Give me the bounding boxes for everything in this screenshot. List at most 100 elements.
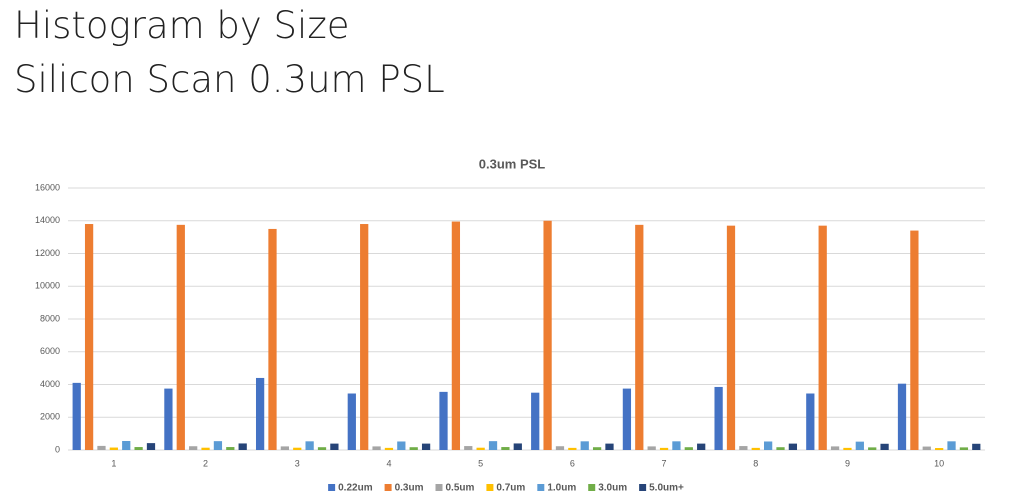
bar <box>134 447 143 450</box>
bar <box>305 441 314 450</box>
bar <box>421 443 431 450</box>
bar <box>201 447 210 450</box>
y-tick-label: 14000 <box>35 215 60 225</box>
bar <box>647 446 656 450</box>
x-tick-label: 4 <box>386 458 391 468</box>
bar <box>409 447 418 450</box>
bar <box>751 447 760 450</box>
bar <box>897 383 907 450</box>
y-tick-label: 4000 <box>40 379 60 389</box>
bar <box>714 386 723 450</box>
x-tick-label: 3 <box>295 458 300 468</box>
x-tick-label: 2 <box>203 458 208 468</box>
bar <box>84 224 94 450</box>
legend-label: 0.5um <box>446 483 475 494</box>
bar <box>843 447 852 450</box>
legend-swatch <box>384 484 392 491</box>
legend-label: 1.0um <box>547 483 576 494</box>
bar <box>531 392 540 450</box>
legend-swatch <box>486 484 494 491</box>
bar <box>146 443 156 450</box>
legend-label: 0.22um <box>338 483 373 494</box>
bar <box>501 447 510 450</box>
bar <box>372 446 381 450</box>
x-tick-label: 6 <box>570 458 575 468</box>
bar <box>72 382 81 450</box>
bar <box>776 447 785 450</box>
x-tick-label: 5 <box>478 458 483 468</box>
legend-swatch <box>588 484 596 491</box>
bar <box>580 441 589 450</box>
bar <box>555 446 565 450</box>
bar <box>330 443 339 450</box>
bar <box>818 225 827 450</box>
legend-label: 5.0um+ <box>649 483 684 494</box>
x-tick-label: 1 <box>111 458 116 468</box>
bar <box>635 224 644 450</box>
bar <box>176 224 185 450</box>
bar <box>788 443 798 450</box>
legend-label: 0.7um <box>496 483 525 494</box>
bar <box>622 388 632 450</box>
bar <box>922 446 931 450</box>
bar <box>513 443 522 450</box>
bar <box>109 447 118 450</box>
bar <box>972 443 981 450</box>
legend-label: 3.0um <box>598 483 627 494</box>
bar <box>659 447 669 450</box>
bar <box>935 448 944 450</box>
bar <box>317 447 327 450</box>
legend-label: 0.3um <box>395 483 424 494</box>
bar <box>764 441 773 450</box>
bar <box>806 393 815 450</box>
x-tick-label: 8 <box>753 458 758 468</box>
y-tick-label: 8000 <box>40 313 60 323</box>
x-tick-label: 10 <box>934 458 944 468</box>
bar <box>868 447 877 450</box>
bar <box>910 230 919 450</box>
bar <box>830 446 840 450</box>
bar <box>397 441 406 450</box>
slide-title-line: Histogram by Size <box>14 4 350 47</box>
bar <box>384 447 394 450</box>
y-tick-label: 12000 <box>35 248 60 258</box>
legend-swatch <box>328 484 336 491</box>
bar <box>268 228 277 450</box>
y-tick-label: 6000 <box>40 346 60 356</box>
bar <box>255 377 265 450</box>
bar <box>189 446 198 450</box>
bar <box>293 447 302 450</box>
bar <box>672 441 681 450</box>
bar <box>122 440 131 450</box>
bar <box>697 443 706 450</box>
bar <box>238 443 247 450</box>
bar <box>726 225 736 450</box>
bar <box>360 224 369 450</box>
x-tick-label: 9 <box>845 458 850 468</box>
legend-swatch <box>537 484 545 491</box>
bar <box>280 446 289 450</box>
x-tick-label: 7 <box>662 458 667 468</box>
y-tick-label: 10000 <box>35 281 60 291</box>
bar <box>739 446 748 450</box>
bar <box>959 447 969 450</box>
bar <box>226 447 235 450</box>
bar <box>568 447 577 450</box>
bar <box>855 441 864 450</box>
bar <box>439 391 448 450</box>
y-tick-label: 16000 <box>35 182 60 192</box>
legend-swatch <box>639 484 647 491</box>
bar <box>543 220 552 450</box>
bar <box>97 445 106 450</box>
slide-title-line: Silicon Scan 0.3um PSL <box>14 58 445 101</box>
bar <box>464 446 473 450</box>
y-tick-label: 2000 <box>40 412 60 422</box>
bar <box>476 447 485 450</box>
y-tick-label: 0 <box>55 444 60 454</box>
bar <box>164 388 173 450</box>
bar <box>947 441 956 450</box>
bar <box>451 221 461 450</box>
bar <box>347 393 356 450</box>
bar <box>605 443 614 450</box>
